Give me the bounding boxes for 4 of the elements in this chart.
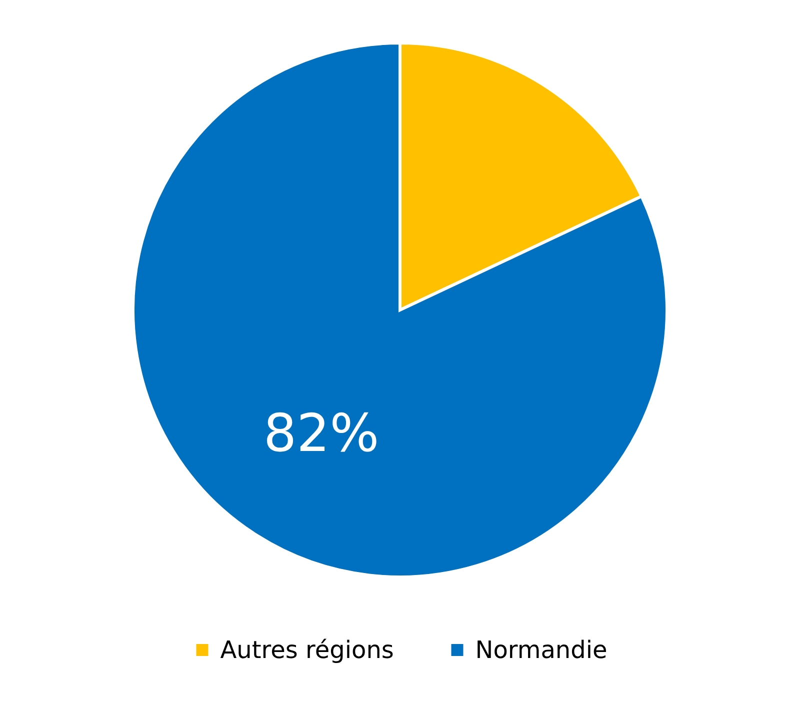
legend-label: Normandie [475,636,608,664]
pie-slice [132,42,668,578]
legend-label: Autres régions [220,636,394,664]
data-label: 82% [264,404,380,464]
